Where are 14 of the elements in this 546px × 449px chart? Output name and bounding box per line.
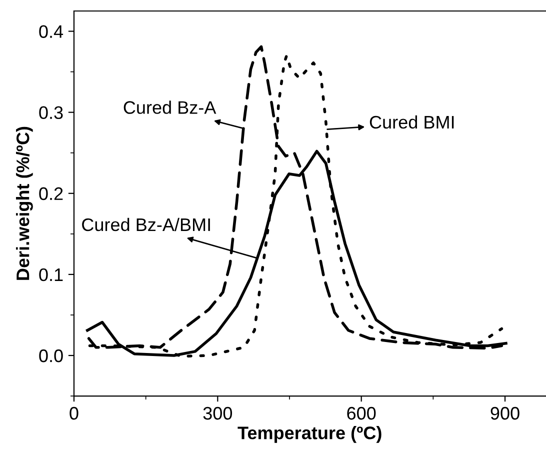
y-axis-title: Deri.weight (%/ºC) — [16, 126, 33, 280]
y-tick-label: 0.4 — [39, 25, 64, 38]
annotation: Cured Bz-A/BMI — [82, 218, 210, 232]
x-tick-label: 900 — [490, 406, 520, 420]
x-tick-label: 300 — [203, 406, 232, 420]
x-tick-label: 600 — [347, 406, 376, 420]
annotation: Cured BMI — [370, 115, 454, 129]
y-tick-label: 0.1 — [39, 268, 63, 282]
x-axis-title: Temperature (ºC) — [238, 426, 382, 443]
y-tick-label: 0.2 — [39, 187, 63, 200]
annotation: Cured Bz-A — [124, 100, 216, 114]
y-tick-label: 0.0 — [39, 349, 63, 362]
x-tick-label: 0 — [70, 406, 78, 420]
y-tick-label: 0.3 — [39, 106, 63, 120]
